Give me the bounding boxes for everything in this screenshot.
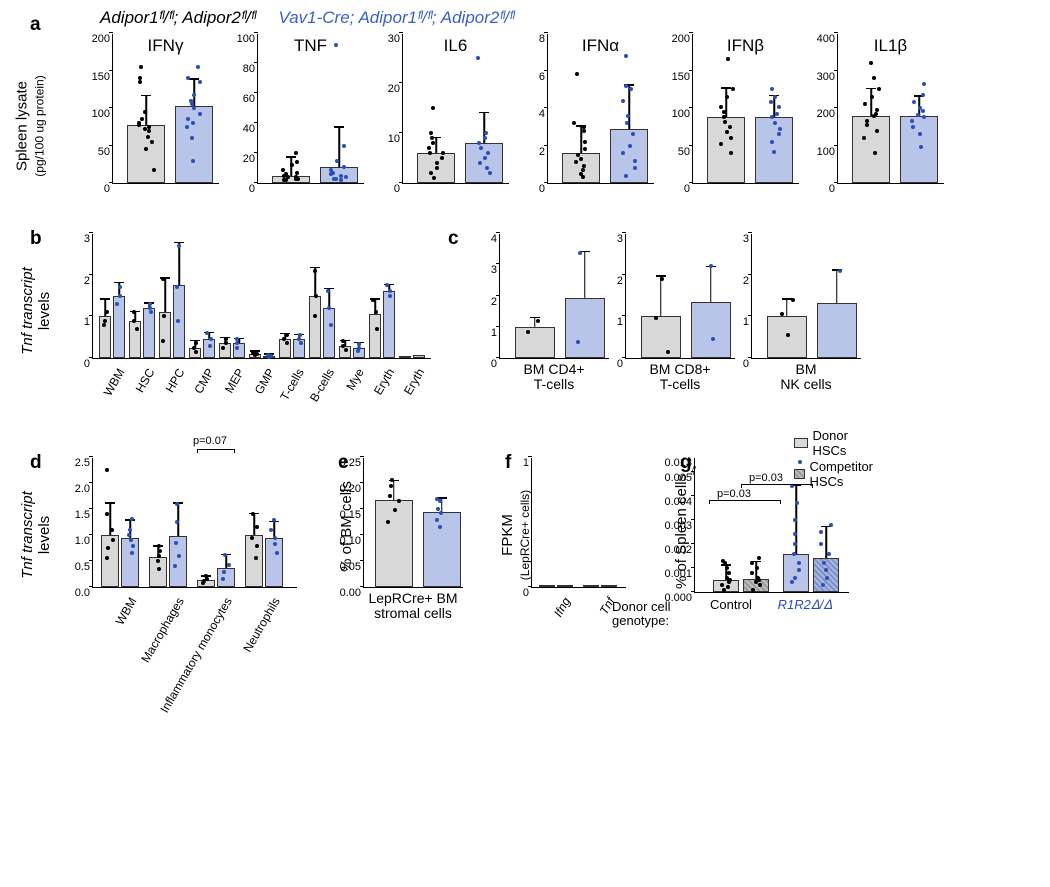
legend-genotype-1: Adipor1ᶠˡ/ᶠˡ; Adipor2ᶠˡ/ᶠˡ — [100, 8, 256, 27]
top-legend: Adipor1ᶠˡ/ᶠˡ; Adipor2ᶠˡ/ᶠˡ Vav1-Cre; Adi… — [100, 8, 1020, 28]
panel-f-label: f — [505, 452, 511, 474]
panel-b-label: b — [30, 228, 42, 250]
panel-d-label: d — [30, 452, 42, 474]
panel-b-ylabel: Tnf transcriptlevels — [19, 267, 53, 355]
panel-bc-row: b Tnf transcriptlevels 0123WBMHSCHPCCMPM… — [30, 234, 1020, 454]
panel-a-label: a — [30, 14, 41, 36]
panel-a: a Spleen lysate(pg/100 ug protein) IFNγ0… — [30, 34, 1020, 224]
legend-genotype-2: Vav1-Cre; Adipor1ᶠˡ/ᶠˡ; Adipor2ᶠˡ/ᶠˡ — [278, 8, 514, 27]
panel-c-label: c — [448, 228, 459, 250]
panel-a-ylabel: Spleen lysate(pg/100 ug protein) — [14, 75, 48, 176]
panel-defg-row: d Tnf transcriptlevels 0.00.51.01.52.02.… — [30, 458, 1020, 703]
panel-d-ylabel: Tnf transcriptlevels — [19, 491, 53, 579]
